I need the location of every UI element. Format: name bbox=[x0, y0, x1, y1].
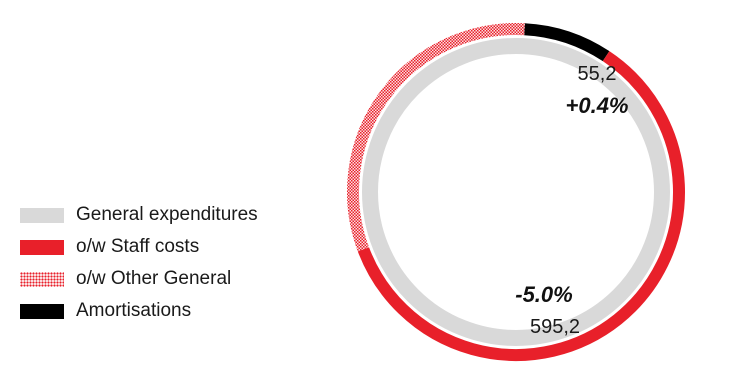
outer-slice-o-w-staff-costs bbox=[357, 51, 685, 361]
legend-label: General expenditures bbox=[76, 204, 258, 225]
outer-ring bbox=[347, 23, 685, 361]
legend-item-amortisations: Amortisations bbox=[20, 295, 258, 327]
data-label-change-general-expenditures: -5.0% bbox=[515, 282, 572, 307]
legend-swatch-staff-costs bbox=[20, 239, 64, 255]
data-label-value-amortisations: 55,2 bbox=[578, 63, 617, 85]
legend-item-other-general: o/w Other General bbox=[20, 263, 258, 295]
inner-ring bbox=[362, 38, 670, 346]
legend-swatch-general-expenditures bbox=[20, 207, 64, 223]
data-label-change-amortisations: +0.4% bbox=[566, 93, 629, 118]
chart-legend: General expenditures o/w Staff costs o/w… bbox=[20, 199, 258, 327]
data-label-value-general-expenditures: 595,2 bbox=[530, 316, 580, 338]
legend-item-general-expenditures: General expenditures bbox=[20, 199, 258, 231]
legend-swatch-amortisations bbox=[20, 303, 64, 319]
legend-swatch-other-general bbox=[20, 271, 64, 287]
legend-label: o/w Staff costs bbox=[76, 236, 200, 257]
legend-label: Amortisations bbox=[76, 300, 192, 321]
inner-slice-general-expenditures bbox=[362, 38, 670, 346]
outer-slice-amortisations bbox=[524, 23, 610, 62]
legend-item-staff-costs: o/w Staff costs bbox=[20, 231, 258, 263]
legend-label: o/w Other General bbox=[76, 268, 232, 289]
outer-slice-o-w-other-general bbox=[347, 23, 525, 252]
